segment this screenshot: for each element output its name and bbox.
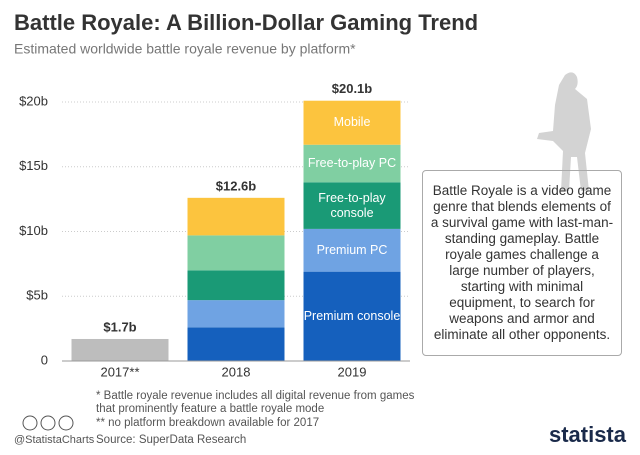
by-icon [40,415,56,431]
bar-segment [187,327,285,361]
x-tick-label: 2019 [338,364,367,379]
total-label: $12.6b [216,178,257,193]
bar-segment [303,271,401,361]
segment-label: Free-to-play PC [307,156,397,170]
bar-segment [187,270,285,301]
title: Battle Royale: A Billion-Dollar Gaming T… [14,10,478,35]
y-tick-label: $10b [19,223,48,238]
bar [71,338,169,361]
total-label: $20.1b [332,81,373,96]
y-tick-label: $15b [19,158,48,173]
brand: statista [549,422,627,447]
bar-segment [303,182,401,229]
bar-segment [303,228,401,272]
bar-segment [303,144,401,183]
y-tick-label: $5b [26,288,48,303]
handle: @StatistaCharts [14,434,95,446]
x-tick-label: 2018 [222,364,251,379]
y-tick-label: 0 [41,352,48,367]
description: Battle Royale is a video game genre that… [422,170,622,356]
source: Source: SuperData Research [96,434,246,446]
bar-segment [187,235,285,271]
y-tick-label: $20b [19,93,48,108]
segment-label: Mobile [333,115,371,130]
cc-icon [22,415,38,431]
footnote: ** no platform breakdown available for 2… [96,417,320,429]
segment-label: Premium PC [316,242,388,257]
nd-icon [58,415,74,431]
silhouette [537,72,591,191]
segment-label: Premium console [303,308,401,323]
bar-segment [303,100,401,145]
subtitle: Estimated worldwide battle royale revenu… [14,41,356,57]
footnote: * Battle royale revenue includes all dig… [96,390,415,415]
x-tick-label: 2017** [100,364,139,379]
bar-segment [187,197,285,236]
segment-label: Free-to-play console [318,190,386,220]
total-label: $1.7b [103,319,136,334]
bar-segment [187,300,285,328]
